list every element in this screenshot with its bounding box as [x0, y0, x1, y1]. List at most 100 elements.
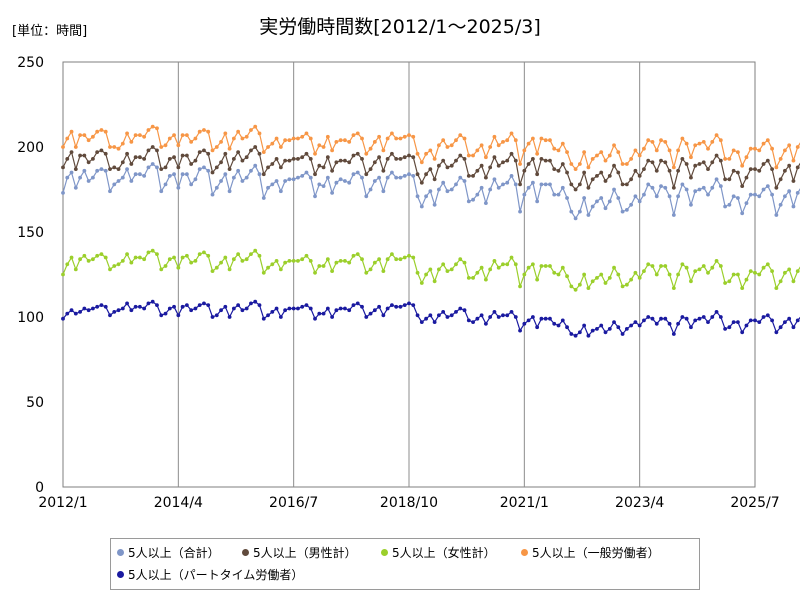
- data-point: [402, 134, 407, 139]
- data-point: [646, 262, 651, 267]
- data-point: [296, 306, 300, 311]
- data-point: [415, 313, 420, 318]
- data-point: [765, 313, 770, 318]
- data-point: [257, 151, 262, 156]
- data-point: [308, 175, 313, 180]
- data-point: [449, 143, 454, 148]
- data-point: [753, 318, 757, 323]
- data-point: [415, 151, 420, 156]
- data-point: [291, 177, 296, 182]
- data-point: [560, 318, 565, 323]
- data-point: [684, 141, 689, 146]
- data-point: [321, 184, 326, 189]
- data-point: [274, 136, 279, 141]
- data-point: [654, 272, 659, 277]
- data-point: [637, 323, 642, 328]
- data-point: [795, 318, 800, 323]
- data-point: [586, 165, 591, 170]
- data-point: [65, 262, 70, 267]
- data-point: [765, 138, 770, 143]
- data-point: [765, 262, 770, 267]
- data-point: [441, 158, 446, 163]
- data-point: [253, 145, 258, 149]
- data-point: [706, 192, 710, 197]
- data-point: [659, 316, 663, 321]
- data-point: [394, 136, 399, 141]
- data-point: [518, 182, 522, 187]
- data-point: [129, 162, 134, 166]
- data-point: [479, 265, 484, 270]
- data-point: [488, 145, 493, 149]
- data-point: [680, 315, 685, 319]
- data-point: [86, 308, 91, 313]
- data-point: [270, 262, 275, 267]
- data-point: [155, 148, 159, 153]
- data-point: [91, 257, 95, 262]
- data-point: [590, 204, 595, 209]
- data-point: [385, 136, 390, 141]
- data-point: [231, 175, 236, 180]
- data-point: [509, 131, 514, 136]
- data-point: [172, 255, 176, 260]
- data-point: [355, 170, 360, 175]
- data-point: [565, 150, 569, 155]
- data-point: [377, 155, 381, 160]
- data-point: [731, 272, 736, 277]
- data-point: [761, 141, 766, 146]
- data-point: [99, 303, 104, 307]
- data-point: [552, 192, 557, 197]
- data-point: [317, 143, 322, 148]
- data-point: [676, 168, 681, 173]
- data-point: [253, 248, 258, 253]
- data-point: [612, 187, 616, 192]
- data-point: [616, 325, 621, 330]
- data-point: [616, 196, 621, 200]
- data-point: [343, 306, 347, 311]
- data-point: [778, 177, 783, 182]
- data-point: [642, 146, 646, 151]
- data-point: [723, 157, 727, 161]
- data-point: [231, 136, 236, 141]
- data-point: [586, 185, 591, 190]
- data-point: [620, 332, 625, 336]
- data-point: [783, 168, 787, 173]
- data-point: [73, 267, 78, 272]
- data-point: [582, 196, 587, 200]
- data-point: [774, 165, 779, 170]
- data-point: [697, 267, 702, 272]
- data-point: [560, 265, 565, 270]
- data-point: [437, 163, 441, 168]
- data-point: [689, 155, 693, 160]
- data-point: [330, 269, 335, 273]
- data-point: [548, 138, 552, 143]
- y-tick-label: 200: [17, 140, 44, 156]
- data-point: [616, 272, 621, 277]
- data-point: [620, 209, 625, 214]
- data-point: [466, 276, 471, 280]
- data-point: [283, 179, 288, 183]
- data-point: [296, 157, 300, 161]
- data-point: [595, 174, 599, 178]
- data-point: [163, 143, 168, 148]
- data-point: [458, 175, 463, 180]
- data-point: [744, 323, 749, 328]
- data-point: [381, 189, 386, 194]
- data-point: [501, 182, 505, 187]
- data-point: [249, 148, 253, 153]
- data-point: [620, 284, 625, 289]
- data-point: [637, 153, 642, 158]
- data-point: [454, 182, 458, 187]
- data-point: [701, 140, 706, 144]
- data-point: [372, 179, 377, 183]
- data-point: [458, 133, 463, 138]
- data-point: [479, 163, 484, 168]
- data-point: [61, 272, 65, 277]
- data-point: [116, 308, 121, 313]
- data-point: [103, 255, 108, 260]
- data-point: [774, 330, 779, 335]
- data-point: [330, 168, 335, 173]
- data-point: [278, 267, 283, 272]
- data-point: [364, 151, 369, 156]
- data-point: [471, 153, 475, 158]
- data-point: [466, 174, 471, 178]
